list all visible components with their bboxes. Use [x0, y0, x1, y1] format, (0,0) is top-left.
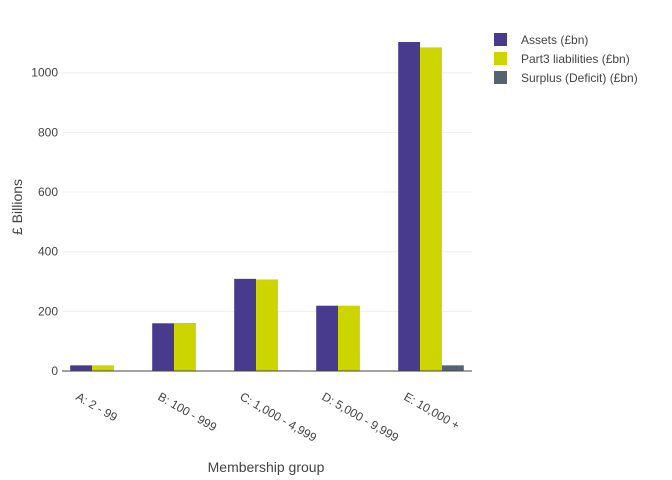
- x-tick-label: C: 1,000 - 4,999: [238, 389, 320, 444]
- y-axis-title: £ Billions: [9, 179, 25, 235]
- x-tick-label: A: 2 - 99: [74, 389, 121, 424]
- bar: [338, 305, 360, 372]
- bar: [398, 42, 421, 372]
- legend-swatch: [494, 33, 507, 46]
- legend-label: Part3 liabilities (£bn): [521, 52, 630, 66]
- bar: [234, 278, 257, 372]
- y-axis-ticks: 0 200 400 600 800 1000: [31, 66, 58, 378]
- bar: [152, 323, 175, 372]
- bar: [441, 365, 464, 372]
- bar: [70, 365, 93, 372]
- y-tick-label: 1000: [31, 66, 58, 80]
- x-tick-label: B: 100 - 999: [156, 389, 220, 434]
- bar: [92, 365, 114, 372]
- bar: [174, 322, 196, 372]
- bar: [256, 279, 278, 372]
- legend-swatch: [494, 52, 507, 65]
- bar: [316, 305, 339, 372]
- legend: Assets (£bn) Part3 liabilities (£bn) Surpl…: [494, 33, 638, 85]
- legend-label: Surplus (Deficit) (£bn): [521, 71, 638, 85]
- legend-label: Assets (£bn): [521, 33, 588, 47]
- x-axis-ticks: A: 2 - 99 B: 100 - 999 C: 1,000 - 4,999 D: …: [74, 389, 462, 444]
- y-tick-label: 0: [51, 364, 58, 378]
- y-tick-label: 400: [38, 245, 58, 259]
- legend-swatch: [494, 71, 507, 84]
- x-axis-title: Membership group: [208, 459, 325, 475]
- y-tick-label: 200: [38, 304, 58, 318]
- x-tick-label: E: 10,000 +: [402, 389, 462, 432]
- bars: [70, 42, 464, 372]
- y-tick-label: 800: [38, 125, 58, 139]
- x-tick-label: D: 5,000 - 9,999: [320, 389, 402, 444]
- bar: [420, 47, 442, 372]
- y-tick-label: 600: [38, 185, 58, 199]
